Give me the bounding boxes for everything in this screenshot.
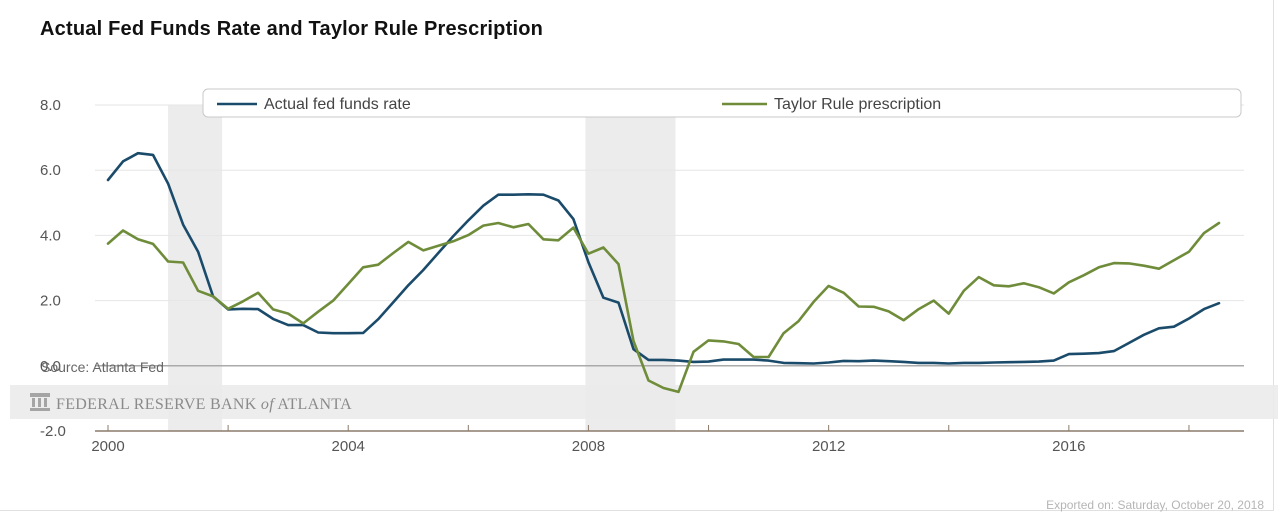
x-tick-label: 2008 <box>572 438 605 455</box>
x-tick-label: 2016 <box>1052 438 1085 455</box>
chart-title: Actual Fed Funds Rate and Taylor Rule Pr… <box>40 18 544 40</box>
recession-bands <box>168 105 676 431</box>
x-tick-label: 2012 <box>812 438 845 455</box>
logo-strip <box>10 385 1278 419</box>
y-tick-label: 0.0 <box>40 358 61 375</box>
series-lines <box>106 151 1221 394</box>
x-axis: 2000 2004 2008 2012 2016 <box>91 425 1244 455</box>
legend-label-taylor: Taylor Rule prescription <box>774 96 941 113</box>
y-tick-label: 6.0 <box>40 162 61 179</box>
y-axis-labels: -2.0 0.0 2.0 4.0 6.0 8.0 <box>40 97 66 440</box>
legend[interactable]: Actual fed funds rate Taylor Rule prescr… <box>202 88 1242 118</box>
export-timestamp: Exported on: Saturday, October 20, 2018 <box>1046 498 1264 512</box>
logo-text: FEDERAL RESERVE BANK of ATLANTA <box>56 396 352 413</box>
series-line-taylor <box>106 221 1221 394</box>
federal-reserve-seal-icon <box>30 393 50 411</box>
y-tick-label: 4.0 <box>40 227 61 244</box>
series-line-actual <box>106 151 1221 365</box>
recession-band <box>168 105 223 431</box>
y-tick-label: 2.0 <box>40 293 61 310</box>
logo-text-city: ATLANTA <box>277 396 352 413</box>
logo-text-of: of <box>261 396 276 413</box>
logo-text-bank: FEDERAL RESERVE BANK <box>56 396 257 413</box>
x-tick-label: 2000 <box>91 438 124 455</box>
y-tick-label: 8.0 <box>40 97 61 114</box>
recession-band <box>585 105 676 431</box>
x-tick-label: 2004 <box>332 438 365 455</box>
source-note: Source: Atlanta Fed <box>41 359 164 375</box>
legend-label-actual: Actual fed funds rate <box>264 96 411 113</box>
y-tick-label: -2.0 <box>40 423 66 440</box>
